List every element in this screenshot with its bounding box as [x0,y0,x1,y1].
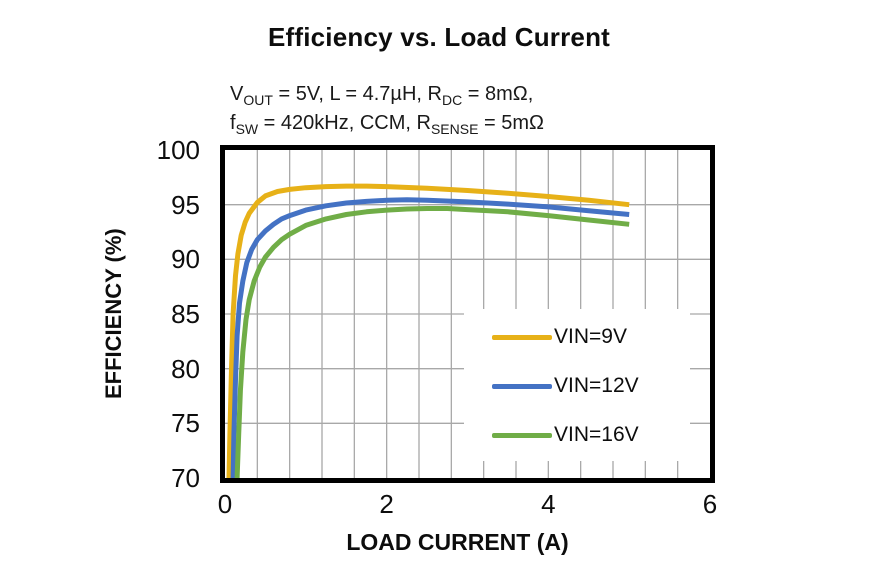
legend-entry: VIN=12V [492,367,690,405]
series-line-vin-16v [234,206,630,479]
text-segment: = 5mΩ [478,112,544,134]
legend-line-swatch [492,383,552,389]
legend: VIN=9V VIN=12V VIN=16V [464,309,690,461]
x-tick-label: 0 [217,489,233,519]
legend-entry: VIN=16V [492,416,690,454]
x-tick-label: 6 [702,489,718,519]
chart-subtitle-line: fSW = 420kHz, CCM, RSENSE = 5mΩ [230,109,544,138]
y-tick-label: 90 [171,244,200,275]
y-tick-label: 85 [171,299,200,329]
y-tick-label: 75 [171,408,200,439]
legend-entry: VIN=9V [492,318,690,356]
text-segment: f [230,112,236,134]
legend-label: VIN=9V [554,325,627,348]
y-tick-label: 100 [156,135,200,165]
y-tick-label: 95 [171,189,200,220]
chart-subtitle-line: VOUT = 5V, L = 4.7µH, RDC = 8mΩ, [230,80,544,109]
x-tick-label: 4 [541,489,556,519]
chart-subtitle: VOUT = 5V, L = 4.7µH, RDC = 8mΩ, fSW = 42… [230,80,544,138]
subscript-text: SW [235,121,259,137]
y-tick-label: 80 [171,353,200,384]
legend-label: VIN=12V [554,374,639,397]
x-tick-label: 2 [379,489,394,519]
series-line-vin-9v [226,183,630,479]
x-axis-title: LOAD CURRENT (A) [346,529,569,555]
chart-title: Efficiency vs. Load Current [267,22,611,52]
subscript-text: OUT [243,92,273,108]
text-segment: V [230,83,244,105]
subscript-text: DC [441,92,463,108]
subscript-text: SENSE [430,121,479,137]
legend-line-swatch [492,334,552,340]
y-tick-label: 70 [171,463,200,493]
legend-label: VIN=16V [554,423,639,446]
series-line-vin-12v [230,197,630,479]
legend-line-swatch [492,432,552,438]
plot-border [220,145,715,483]
text-segment: = 8mΩ, [462,83,534,105]
text-segment: = 5V, L = 4.7µH, R [272,83,442,105]
text-segment: = 420kHz, CCM, R [258,112,431,134]
